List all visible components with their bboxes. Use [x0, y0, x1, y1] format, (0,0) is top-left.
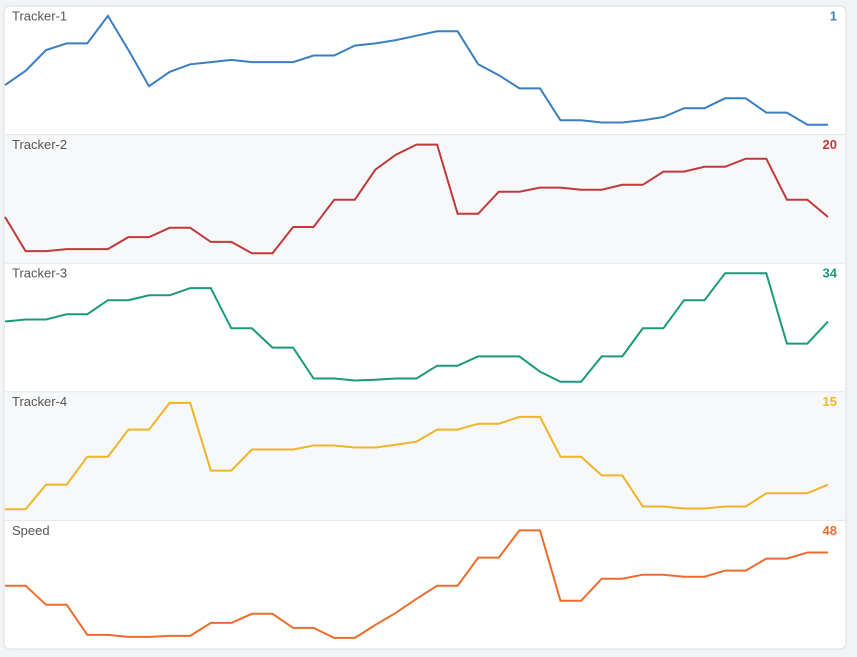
panel-title: Tracker-4 — [12, 394, 67, 409]
current-value: 20 — [823, 137, 837, 152]
sparkline — [5, 529, 828, 639]
sparkline — [4, 143, 829, 255]
panel-title: Tracker-2 — [12, 137, 67, 152]
current-value: 15 — [823, 394, 837, 409]
panel-bg — [5, 134, 845, 264]
panel-title: Speed — [12, 523, 50, 538]
panel-title: Tracker-3 — [12, 266, 67, 281]
panel-bg — [5, 391, 845, 521]
sparkline — [4, 272, 829, 383]
panel-title: Tracker-1 — [12, 8, 67, 23]
sparkline — [5, 401, 829, 511]
card — [3, 5, 847, 650]
sparkline — [4, 14, 828, 126]
current-value: 34 — [823, 266, 838, 281]
current-value: 1 — [830, 8, 837, 23]
current-value: 48 — [823, 523, 837, 538]
